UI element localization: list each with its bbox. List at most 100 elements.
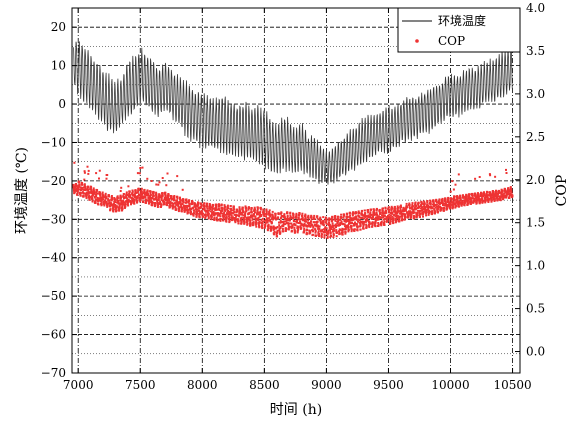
- cop-point: [173, 195, 176, 198]
- cop-point: [408, 205, 411, 208]
- cop-point: [213, 218, 216, 221]
- cop-point: [419, 207, 422, 210]
- cop-point: [237, 218, 240, 221]
- cop-point: [412, 210, 415, 213]
- cop-point: [96, 197, 99, 200]
- cop-point: [108, 201, 111, 204]
- cop-point: [282, 222, 285, 225]
- cop-point: [142, 195, 145, 198]
- cop-point: [494, 175, 497, 178]
- cop-point: [392, 219, 395, 221]
- cop-point: [206, 202, 209, 205]
- cop-point: [366, 219, 369, 222]
- cop-point: [288, 219, 291, 222]
- cop-point: [306, 229, 309, 231]
- cop-point: [111, 198, 114, 201]
- cop-point: [313, 214, 316, 217]
- cop-point: [136, 196, 139, 199]
- cop-point: [278, 229, 281, 232]
- cop-point: [336, 231, 338, 234]
- cop-point: [349, 219, 352, 222]
- cop-point: [226, 204, 229, 207]
- cop-point: [388, 213, 391, 216]
- cop-point: [354, 221, 356, 224]
- cop-point: [284, 217, 287, 220]
- cop-point: [349, 216, 352, 219]
- cop-point: [168, 199, 171, 201]
- cop-point: [161, 194, 164, 197]
- cop-point: [276, 232, 279, 235]
- cop-point: [422, 213, 425, 215]
- cop-point: [478, 202, 481, 205]
- cop-point: [451, 180, 454, 183]
- cop-point: [479, 199, 482, 202]
- cop-point: [440, 202, 443, 205]
- cop-point: [293, 226, 296, 229]
- cop-point: [293, 220, 295, 223]
- cop-point: [431, 207, 434, 210]
- cop-point: [157, 197, 160, 200]
- cop-point: [135, 191, 137, 194]
- cop-point: [482, 200, 484, 203]
- cop-point: [87, 185, 90, 188]
- cop-point: [446, 205, 449, 208]
- cop-point: [184, 207, 187, 210]
- cop-point: [427, 205, 429, 207]
- cop-point: [416, 214, 419, 217]
- cop-point: [459, 198, 462, 201]
- cop-point: [172, 205, 175, 207]
- cop-point: [118, 204, 121, 207]
- cop-point: [419, 205, 422, 208]
- cop-point: [232, 216, 234, 219]
- cop-point: [367, 209, 369, 212]
- cop-point: [315, 223, 318, 226]
- cop-point: [112, 207, 115, 210]
- cop-point: [281, 215, 283, 217]
- cop-point: [160, 203, 163, 206]
- plot-frame: [71, 7, 521, 374]
- cop-point: [368, 226, 371, 229]
- cop-point: [270, 221, 273, 224]
- cop-point: [150, 197, 153, 199]
- cop-point: [233, 211, 236, 214]
- cop-point: [405, 205, 408, 208]
- cop-point: [245, 217, 248, 220]
- cop-point: [118, 202, 121, 205]
- cop-point: [75, 184, 78, 187]
- cop-point: [127, 199, 130, 202]
- cop-point: [345, 226, 347, 229]
- cop-point: [400, 213, 403, 216]
- cop-point: [453, 198, 456, 201]
- cop-point: [267, 217, 270, 220]
- cop-point: [353, 224, 356, 227]
- cop-point: [276, 229, 279, 232]
- cop-point: [499, 199, 502, 202]
- cop-point: [130, 201, 133, 204]
- cop-point: [443, 202, 446, 205]
- cop-point: [357, 220, 359, 223]
- cop-point: [325, 217, 328, 220]
- cop-point: [196, 210, 199, 213]
- cop-point: [404, 216, 407, 219]
- cop-point: [372, 208, 375, 211]
- cop-point: [93, 196, 96, 199]
- cop-point: [346, 218, 349, 221]
- cop-point: [199, 207, 202, 210]
- cop-point: [174, 206, 177, 209]
- cop-point: [260, 215, 263, 217]
- cop-point: [228, 216, 231, 219]
- cop-point: [270, 229, 272, 232]
- cop-point: [201, 215, 204, 218]
- cop-point: [366, 217, 369, 220]
- cop-point: [340, 221, 343, 224]
- cop-point: [169, 204, 172, 207]
- cop-point: [360, 220, 363, 223]
- cop-point: [377, 218, 380, 221]
- cop-point: [257, 211, 260, 214]
- cop-point: [238, 206, 241, 209]
- cop-point: [318, 225, 321, 228]
- cop-point: [254, 217, 257, 220]
- cop-point: [398, 215, 401, 218]
- cop-point: [138, 172, 141, 175]
- cop-point: [309, 222, 312, 225]
